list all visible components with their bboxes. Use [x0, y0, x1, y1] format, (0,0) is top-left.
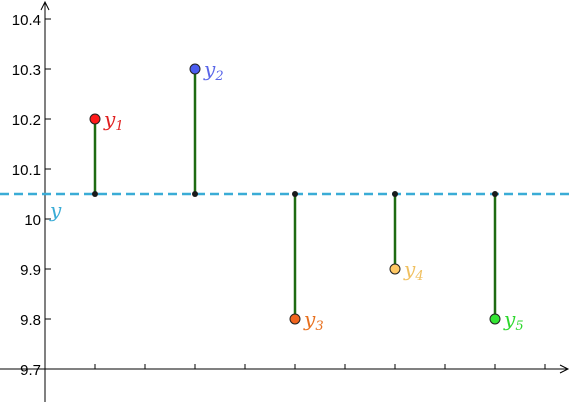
data-point-4: [389, 263, 401, 275]
y-tick-label: 10.4: [12, 12, 41, 29]
y-ticks: 9.7 9.8 9.9 10 10.1 10.2 10.3 10.4: [12, 12, 51, 379]
y-axis-arrow-icon: [40, 0, 50, 11]
mean-foot-point-1: [92, 191, 98, 197]
point-label-subscript-2: 2: [214, 69, 223, 84]
point-label-1: y1: [103, 107, 124, 134]
y-tick-label: 10: [24, 212, 41, 229]
point-label-subscript-1: 1: [115, 119, 123, 134]
data-point-1: [89, 113, 101, 125]
point-label-2: y2: [203, 57, 224, 84]
point-label-3: y3: [303, 307, 324, 334]
data-point-3: [289, 313, 301, 325]
y-tick-label: 9.8: [20, 312, 41, 329]
y-tick-label: 9.7: [20, 362, 41, 379]
mean-foot-point-4: [392, 191, 398, 197]
y-tick-label: 9.9: [20, 262, 41, 279]
mean-foot-point-3: [292, 191, 298, 197]
y-tick-label: 10.2: [12, 112, 41, 129]
mean-line-label: y: [49, 198, 62, 222]
residuals: [92, 69, 498, 319]
x-ticks: [94, 364, 546, 369]
mean-line-group: y: [0, 192, 570, 222]
y-tick-label: 10.3: [12, 62, 41, 79]
point-label-5: y5: [503, 307, 524, 334]
mean-foot-point-2: [192, 191, 198, 197]
y-tick-label: 10.1: [12, 162, 41, 179]
x-axis-arrow-icon: [559, 364, 570, 374]
point-label-subscript-3: 3: [315, 319, 323, 334]
data-point-2: [189, 63, 201, 75]
mean-foot-point-5: [492, 191, 498, 197]
point-label-4: y4: [403, 257, 424, 284]
point-label-subscript-5: 5: [515, 319, 523, 334]
data-point-5: [489, 313, 501, 325]
point-label-subscript-4: 4: [414, 269, 423, 284]
data-points: y1 y2 y3 y4 y5: [89, 57, 524, 334]
